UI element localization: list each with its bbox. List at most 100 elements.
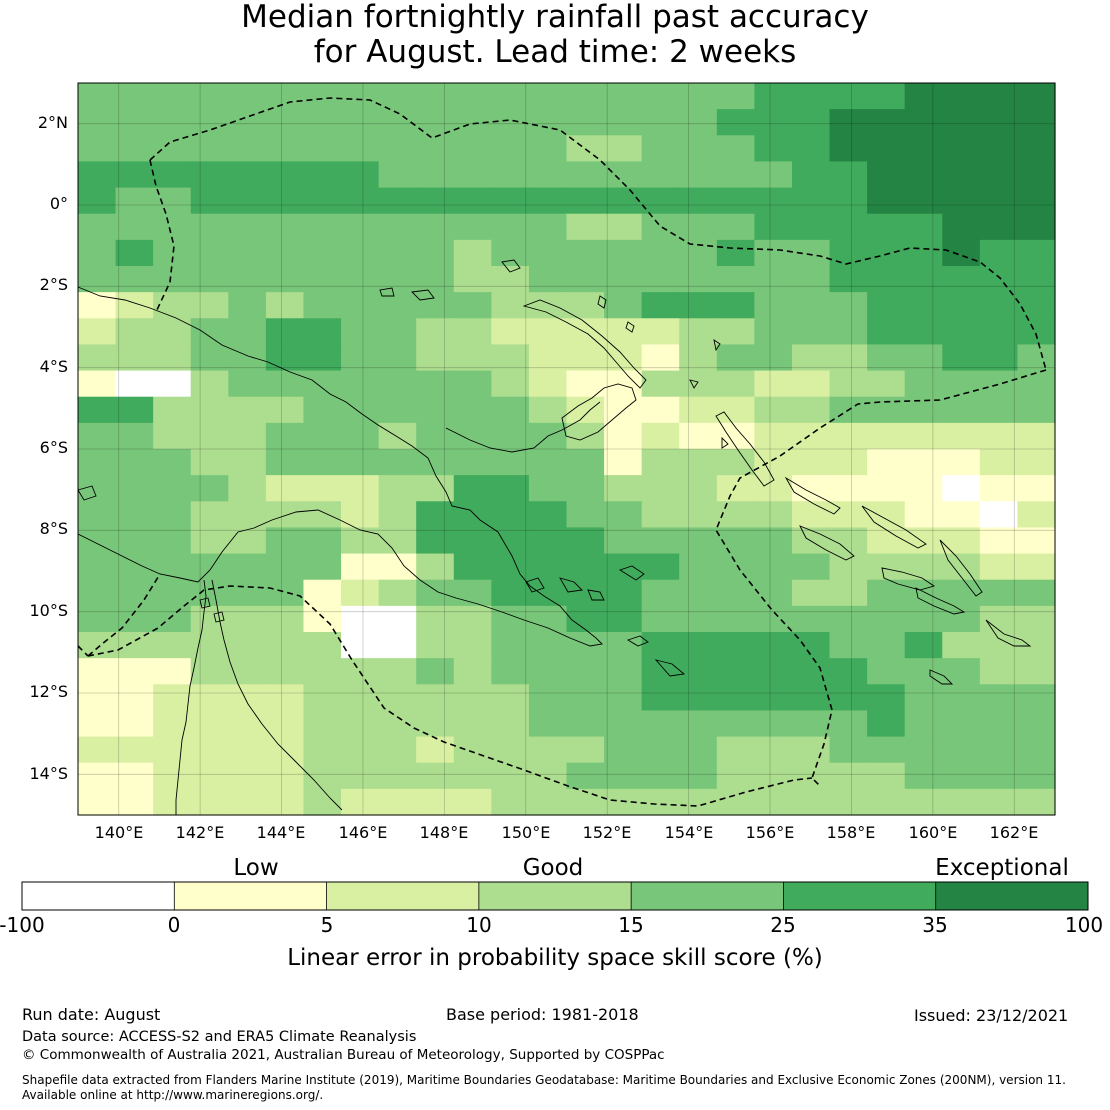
skill-cell xyxy=(867,266,906,293)
skill-cell xyxy=(1017,762,1056,790)
indonesia-boundary xyxy=(87,573,161,657)
skill-cell xyxy=(942,396,981,424)
skill-cell xyxy=(867,553,906,581)
skill-cell xyxy=(641,109,680,136)
skill-cell xyxy=(341,605,380,633)
skill-cell xyxy=(416,501,455,529)
skill-cell xyxy=(942,605,981,633)
skill-cell xyxy=(716,475,755,502)
skill-cell xyxy=(641,266,680,293)
lat-label: 2°S xyxy=(39,275,68,294)
skill-cell xyxy=(679,579,718,607)
skill-cell xyxy=(265,658,305,685)
skill-cell xyxy=(716,370,755,398)
skill-cell xyxy=(115,292,154,319)
skill-cell xyxy=(979,788,1019,816)
skill-cell xyxy=(453,396,492,424)
skill-cell xyxy=(904,292,943,319)
skill-cell xyxy=(378,239,417,267)
colorbar-tick-label: 25 xyxy=(770,913,796,937)
skill-cell xyxy=(153,527,192,555)
skill-cell xyxy=(228,475,267,502)
skill-cell xyxy=(228,658,267,685)
skill-cell xyxy=(716,239,755,267)
skill-cell xyxy=(190,187,229,215)
skill-cell xyxy=(679,632,718,659)
skill-cell xyxy=(453,292,492,319)
skill-cell xyxy=(453,605,492,633)
skill-cell xyxy=(528,213,568,241)
skill-cell xyxy=(641,370,680,398)
skill-cell xyxy=(528,762,568,790)
skill-cell xyxy=(378,710,417,738)
skill-cell xyxy=(528,710,568,738)
skill-cell xyxy=(115,396,154,424)
skill-cell xyxy=(190,292,229,319)
skill-cell xyxy=(867,449,906,476)
skill-cell xyxy=(716,187,755,215)
skill-cell xyxy=(416,213,455,241)
skill-cell xyxy=(528,83,568,110)
skill-cell xyxy=(942,632,981,659)
lat-label: 6°S xyxy=(39,438,68,457)
skill-cell xyxy=(265,292,305,319)
skill-cell xyxy=(754,83,793,110)
skill-cell xyxy=(791,710,831,738)
skill-cell xyxy=(604,83,643,110)
skill-cell xyxy=(829,239,868,267)
skill-cell xyxy=(416,370,455,398)
skill-cell xyxy=(303,213,342,241)
title-line-1: Median fortnightly rainfall past accurac… xyxy=(241,0,869,35)
skill-cell xyxy=(153,710,192,738)
west-border-line xyxy=(77,645,89,657)
skill-cell xyxy=(228,501,267,529)
skill-cell xyxy=(942,684,981,712)
skill-cell xyxy=(1017,396,1056,424)
skill-cell xyxy=(716,605,755,633)
lat-lon-gridlines xyxy=(78,83,1055,815)
skill-cell xyxy=(528,344,568,372)
skill-cell xyxy=(604,266,643,293)
skill-cell xyxy=(265,422,305,450)
skill-cell xyxy=(341,736,380,764)
skill-cell xyxy=(153,579,192,607)
skill-cell xyxy=(641,788,680,816)
skill-cell xyxy=(904,187,943,215)
skill-cell xyxy=(190,449,229,476)
skill-cell xyxy=(867,135,906,163)
skill-cell xyxy=(78,370,117,398)
skill-cell xyxy=(641,344,680,372)
colorbar-tick-label: 5 xyxy=(320,913,334,937)
skill-cell xyxy=(791,109,831,136)
skill-cell xyxy=(754,109,793,136)
skill-cell xyxy=(942,475,981,502)
skill-cell xyxy=(979,318,1019,346)
skill-cell xyxy=(904,396,943,424)
skill-cell xyxy=(528,684,568,712)
skill-cell xyxy=(566,605,605,633)
skill-cell xyxy=(641,736,680,764)
milne-bay-islands xyxy=(525,565,686,677)
skill-cell xyxy=(867,161,906,189)
skill-cell xyxy=(679,344,718,372)
colorbar-segment xyxy=(22,882,175,910)
cape-york-coastline xyxy=(175,579,207,815)
skill-cell xyxy=(115,684,154,712)
skill-cell xyxy=(791,553,831,581)
skill-cell xyxy=(228,213,267,241)
skill-cell xyxy=(78,684,117,712)
skill-cell xyxy=(341,422,380,450)
skill-cell xyxy=(829,370,868,398)
skill-cell xyxy=(416,292,455,319)
skill-cell xyxy=(904,710,943,738)
lon-label: 140°E xyxy=(94,823,144,842)
skill-cell xyxy=(829,527,868,555)
skill-cell xyxy=(378,579,417,607)
skill-cell xyxy=(528,501,568,529)
skill-cell xyxy=(867,239,906,267)
skill-cell xyxy=(265,605,305,633)
skill-cell xyxy=(453,161,492,189)
skill-cell xyxy=(153,605,192,633)
skill-cell xyxy=(78,344,117,372)
skill-cell xyxy=(904,213,943,241)
